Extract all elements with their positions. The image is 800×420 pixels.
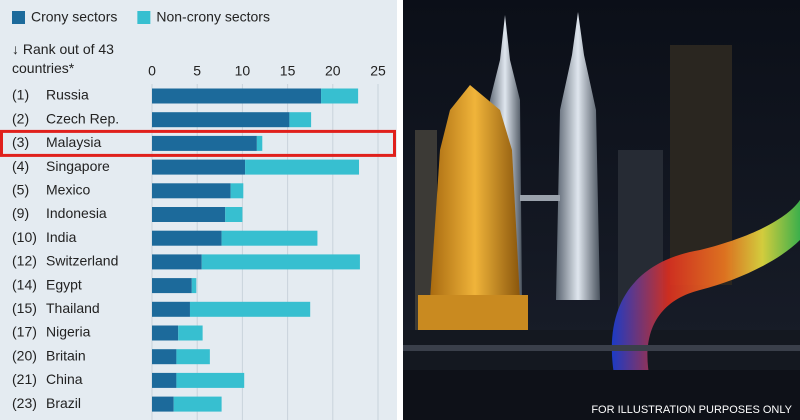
bar-segment: [152, 88, 322, 104]
category-label: Egypt: [46, 276, 82, 292]
category-label: Nigeria: [46, 324, 91, 340]
bar-segment: [152, 230, 222, 246]
rank-label: (20): [12, 347, 37, 363]
bar-segment: [256, 135, 263, 151]
x-tick-label: 5: [193, 63, 201, 79]
bar-segment: [152, 254, 202, 270]
category-label: Singapore: [46, 158, 110, 174]
legend-swatch: [137, 11, 151, 24]
category-label: Russia: [46, 87, 89, 103]
bar-segment: [152, 159, 246, 175]
rank-label: (2): [12, 110, 29, 126]
divider: [397, 0, 403, 420]
rank-label: (21): [12, 371, 37, 387]
rank-label: (5): [12, 182, 29, 198]
y-axis-label: ↓ Rank out of 43 countries*: [12, 41, 114, 76]
rank-label: (12): [12, 253, 37, 269]
photo: FOR ILLUSTRATION PURPOSES ONLY: [403, 0, 800, 420]
category-label: Britain: [46, 347, 86, 363]
category-label: Brazil: [46, 395, 81, 411]
legend-label: Non-crony sectors: [156, 9, 270, 25]
category-label: Indonesia: [46, 205, 107, 221]
x-tick-label: 20: [325, 63, 341, 79]
bar-segment: [173, 396, 222, 412]
x-tick-label: 25: [370, 63, 386, 79]
photo-caption: FOR ILLUSTRATION PURPOSES ONLY: [591, 404, 792, 416]
rank-label: (3): [12, 134, 29, 150]
category-label: Czech Rep.: [46, 110, 119, 126]
rank-label: (23): [12, 395, 37, 411]
x-tick-label: 10: [235, 63, 251, 79]
bar-segment: [245, 159, 360, 175]
bar-segment: [152, 301, 190, 317]
category-label: China: [46, 371, 83, 387]
bar-segment: [152, 396, 174, 412]
bar-segment: [178, 325, 203, 341]
category-label: Switzerland: [46, 253, 118, 269]
highlight-box: [0, 129, 396, 157]
x-tick-label: 0: [148, 63, 156, 79]
bar-segment: [152, 349, 177, 365]
x-tick-label: 15: [280, 63, 296, 79]
bar-segment: [189, 301, 311, 317]
bar-segment: [176, 372, 245, 388]
rank-label: (4): [12, 158, 29, 174]
bar-segment: [201, 254, 360, 270]
bar-segment: [225, 207, 243, 222]
rank-label: (1): [12, 87, 29, 103]
rank-label: (14): [12, 276, 37, 292]
bar-segment: [152, 372, 177, 388]
bar-segment: [176, 349, 210, 365]
category-label: Thailand: [46, 300, 100, 316]
bar-segment: [152, 278, 192, 294]
bar-segment: [152, 112, 290, 128]
bar-segment: [152, 207, 226, 222]
bar-segment: [230, 183, 244, 199]
rank-label: (10): [12, 229, 37, 245]
category-label: Mexico: [46, 182, 91, 198]
legend-label: Crony sectors: [31, 9, 117, 25]
legend-swatch: [12, 11, 25, 24]
bar-segment: [221, 230, 318, 246]
bar-segment: [152, 183, 231, 199]
category-label: India: [46, 229, 77, 245]
rank-label: (15): [12, 300, 37, 316]
bar-segment: [152, 325, 179, 341]
bar-segment: [289, 112, 312, 128]
rank-label: (17): [12, 324, 37, 340]
bar-segment: [321, 88, 359, 104]
bar-segment: [152, 135, 257, 151]
category-label: Malaysia: [46, 134, 101, 150]
bar-segment: [191, 278, 197, 294]
rank-label: (9): [12, 205, 29, 221]
